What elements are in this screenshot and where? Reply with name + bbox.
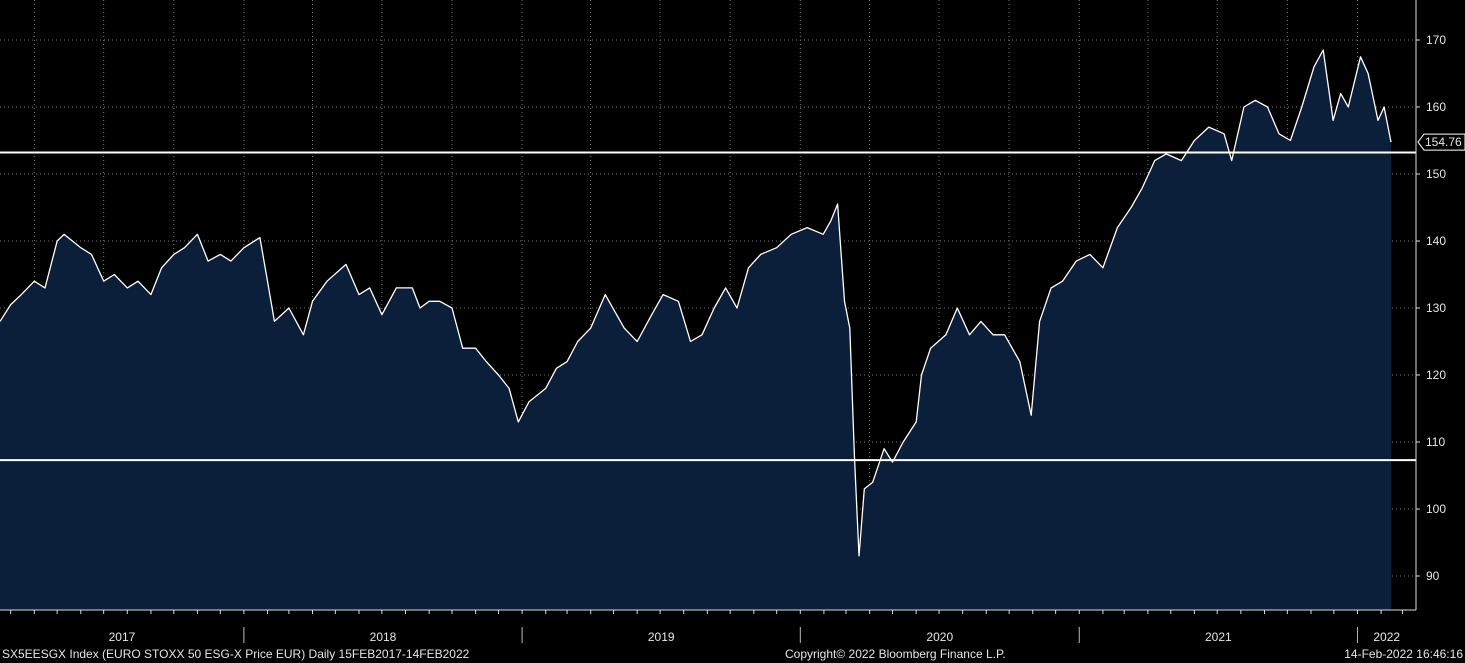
y-tick-label-120: 120 — [1426, 368, 1446, 382]
year-label-2019: 2019 — [648, 630, 675, 644]
y-tick-label-130: 130 — [1426, 301, 1446, 315]
axis-layer: 90 100 110 120 130 140 150 160 170 154.76 2017 2018… — [0, 0, 1465, 644]
series-line — [0, 49, 1392, 557]
last-value-label: 154.76 — [1417, 133, 1465, 151]
y-tick-label-90: 90 — [1426, 569, 1440, 583]
last-value-text: 154.76 — [1425, 135, 1462, 149]
y-tick-label-140: 140 — [1426, 234, 1446, 248]
y-tick-label-160: 160 — [1426, 100, 1446, 114]
year-label-2022: 2022 — [1373, 630, 1400, 644]
footer-timestamp: 14-Feb-2022 16:46:16 — [1344, 647, 1463, 661]
year-label-2018: 2018 — [370, 630, 397, 644]
last-value-box — [1417, 133, 1465, 151]
y-tick-label-110: 110 — [1426, 435, 1445, 449]
year-label-2017: 2017 — [109, 630, 136, 644]
year-label-2021: 2021 — [1205, 630, 1232, 644]
year-label-2020: 2020 — [926, 630, 953, 644]
y-tick-label-150: 150 — [1426, 167, 1446, 181]
horizontal-lines — [0, 151, 1416, 462]
y-tick-label-100: 100 — [1426, 502, 1446, 516]
area-layer — [0, 49, 1392, 610]
series-area — [0, 50, 1391, 610]
footer-copyright: Copyright© 2022 Bloomberg Finance L.P. — [785, 647, 1006, 661]
footer-description: SX5EESGX Index (EURO STOXX 50 ESG-X Pric… — [2, 647, 470, 661]
y-tick-label-170: 170 — [1426, 33, 1446, 47]
chart-footer: SX5EESGX Index (EURO STOXX 50 ESG-X Pric… — [0, 645, 1465, 663]
